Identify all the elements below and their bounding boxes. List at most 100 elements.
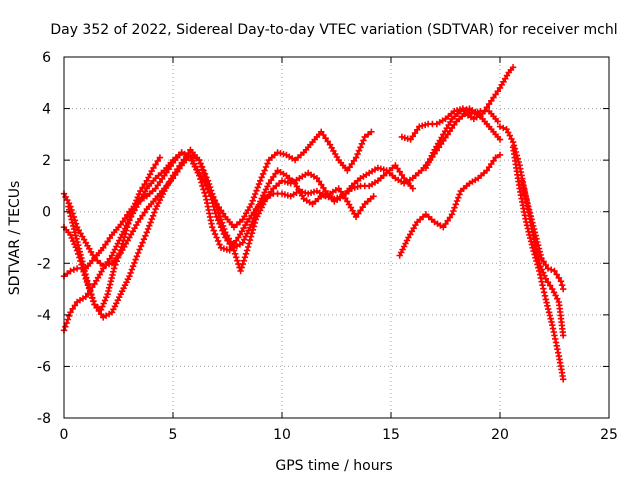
- data-point: [103, 294, 110, 301]
- data-point: [154, 157, 161, 165]
- data-point: [411, 129, 419, 137]
- data-point: [97, 306, 105, 313]
- data-point: [534, 261, 541, 268]
- data-point: [127, 213, 134, 221]
- data-point: [147, 219, 154, 226]
- data-point: [241, 254, 249, 261]
- data-point: [152, 161, 159, 168]
- data-point: [542, 261, 549, 269]
- data-point: [69, 219, 76, 226]
- data-point: [419, 122, 426, 129]
- data-point: [455, 194, 462, 201]
- data-point: [141, 209, 148, 216]
- y-tick-label: 4: [42, 102, 51, 118]
- data-point: [209, 224, 216, 231]
- data-point: [217, 216, 225, 223]
- y-tick-label: -8: [37, 411, 51, 427]
- data-point: [554, 349, 562, 356]
- data-point: [203, 174, 210, 181]
- data-point: [139, 184, 146, 191]
- data-point: [70, 266, 77, 273]
- data-point: [78, 254, 85, 262]
- data-point: [123, 227, 130, 234]
- data-point: [254, 184, 261, 191]
- y-tick-label: -4: [37, 308, 51, 324]
- data-point: [208, 187, 215, 194]
- data-point: [214, 237, 222, 245]
- data-point: [520, 184, 527, 191]
- data-point: [110, 265, 118, 272]
- data-point: [101, 297, 109, 304]
- data-point: [213, 234, 220, 241]
- data-point: [265, 191, 273, 199]
- data-point: [151, 209, 158, 216]
- data-point: [90, 297, 97, 305]
- data-point: [231, 250, 239, 257]
- data-point: [196, 156, 203, 164]
- data-point: [122, 230, 129, 237]
- data-point: [216, 241, 223, 248]
- data-point: [560, 332, 567, 339]
- data-point: [128, 266, 136, 273]
- data-point: [91, 301, 98, 308]
- data-point: [344, 167, 351, 174]
- data-point: [126, 273, 133, 280]
- data-point: [114, 254, 122, 261]
- data-point: [118, 243, 125, 251]
- data-point: [537, 251, 544, 259]
- data-point: [149, 212, 157, 219]
- data-point: [213, 203, 220, 210]
- data-point: [536, 271, 544, 278]
- data-point: [525, 228, 532, 235]
- data-point: [496, 123, 504, 130]
- data-point: [246, 236, 254, 244]
- series-5-markers: [65, 154, 164, 313]
- data-point: [142, 232, 149, 239]
- data-point: [197, 160, 204, 167]
- data-point: [137, 187, 144, 195]
- data-point: [62, 323, 69, 330]
- data-point: [551, 267, 558, 275]
- data-point: [216, 213, 224, 220]
- data-point: [244, 243, 252, 251]
- data-point: [112, 261, 119, 268]
- chart-title: Day 352 of 2022, Sidereal Day-to-day VTE…: [50, 22, 617, 38]
- data-point: [200, 167, 207, 174]
- data-point: [360, 137, 367, 144]
- data-point: [536, 267, 543, 275]
- data-point: [83, 274, 90, 281]
- plot-frame: [63, 56, 610, 419]
- series-1-markers: [60, 128, 375, 334]
- series-4-trace: [62, 148, 375, 319]
- data-point: [174, 166, 181, 173]
- data-point: [253, 208, 260, 215]
- data-point: [257, 177, 264, 184]
- y-tick-label: 0: [42, 205, 51, 221]
- x-tick-label: 20: [491, 427, 509, 443]
- data-point: [199, 182, 206, 190]
- data-point: [543, 299, 550, 306]
- data-point: [87, 287, 94, 294]
- data-point: [211, 230, 219, 238]
- data-point: [531, 251, 538, 258]
- y-tick-label: 6: [42, 50, 51, 66]
- series-1-trace: [62, 130, 373, 332]
- data-point: [210, 227, 217, 234]
- data-point: [100, 300, 107, 307]
- data-point: [262, 163, 270, 171]
- data-point: [106, 284, 113, 291]
- data-point: [530, 222, 537, 230]
- data-point: [554, 295, 561, 302]
- data-point: [116, 250, 123, 258]
- data-point: [483, 167, 491, 174]
- data-point: [252, 190, 259, 198]
- data-point: [206, 184, 214, 191]
- data-point: [354, 150, 361, 158]
- data-point: [129, 263, 137, 270]
- data-point: [492, 154, 499, 161]
- data-point: [352, 213, 360, 221]
- y-tick-label: -6: [37, 359, 51, 375]
- data-point: [546, 282, 554, 289]
- data-point: [259, 170, 267, 178]
- x-tick-label: 10: [273, 427, 291, 443]
